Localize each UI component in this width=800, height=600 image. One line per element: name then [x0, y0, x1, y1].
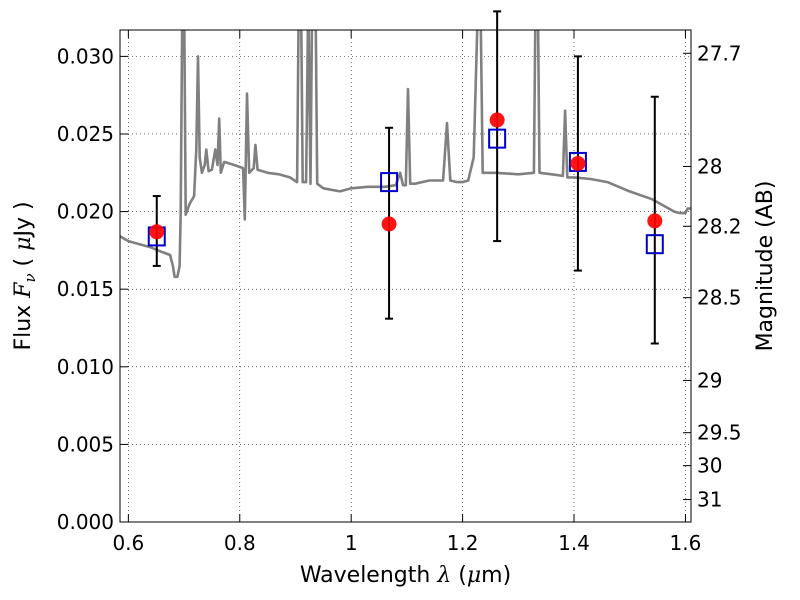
magnitude-tick-label: 28	[697, 154, 722, 178]
y-tick-label: 0.010	[57, 355, 114, 379]
observed-point	[381, 216, 397, 232]
x-axis-label: Wavelength λ (μm)	[300, 563, 511, 588]
observed-point	[489, 112, 505, 128]
x-tick-label: 1.4	[558, 531, 590, 555]
y-tick-label: 0.020	[57, 200, 114, 224]
magnitude-axis-label: Magnitude (AB)	[753, 181, 778, 352]
y-axis-label: Flux Fν ( μJy )	[11, 201, 39, 350]
plot-frame	[119, 29, 692, 523]
observed-point	[647, 213, 663, 229]
observed-point	[570, 155, 586, 171]
y-tick-label: 0.025	[57, 122, 114, 146]
observed-points-layer	[149, 112, 663, 240]
y-axis-ticks: 0.000 0.005 0.010 0.015 0.020 0.025 0.030	[57, 44, 128, 534]
magnitude-tick-label: 29	[697, 368, 722, 392]
model-spectrum-layer	[120, 30, 691, 279]
model-photometry-square	[645, 234, 664, 255]
observed-point	[149, 224, 165, 240]
x-tick-label: 1.6	[670, 531, 702, 555]
x-tick-label: 0.6	[112, 531, 144, 555]
y-tick-label: 0.030	[57, 44, 114, 68]
magnitude-tick-label: 27.7	[697, 41, 742, 65]
y-tick-label: 0.005	[57, 432, 114, 456]
magnitude-tick-label: 30	[697, 454, 722, 478]
grid-lines	[120, 30, 691, 523]
magnitude-tick-label: 29.5	[697, 421, 742, 445]
x-tick-label: 1.2	[447, 531, 479, 555]
y-tick-label: 0.015	[57, 277, 114, 301]
model-photometry-square	[380, 172, 399, 193]
magnitude-tick-label: 28.5	[697, 286, 742, 310]
x-axis-ticks: 0.6 0.8 1 1.2 1.4 1.6	[112, 30, 701, 555]
magnitude-axis-ticks: 27.7 28 28.2 28.5 29 29.5 30 31	[683, 41, 742, 512]
model-photometry-square	[488, 128, 507, 149]
magnitude-tick-label: 28.2	[697, 214, 742, 238]
magnitude-tick-label: 31	[697, 488, 722, 512]
model-spectrum-line	[120, 30, 691, 279]
x-tick-label: 0.8	[224, 531, 256, 555]
y-tick-label: 0.000	[57, 510, 114, 534]
x-tick-label: 1	[345, 531, 358, 555]
